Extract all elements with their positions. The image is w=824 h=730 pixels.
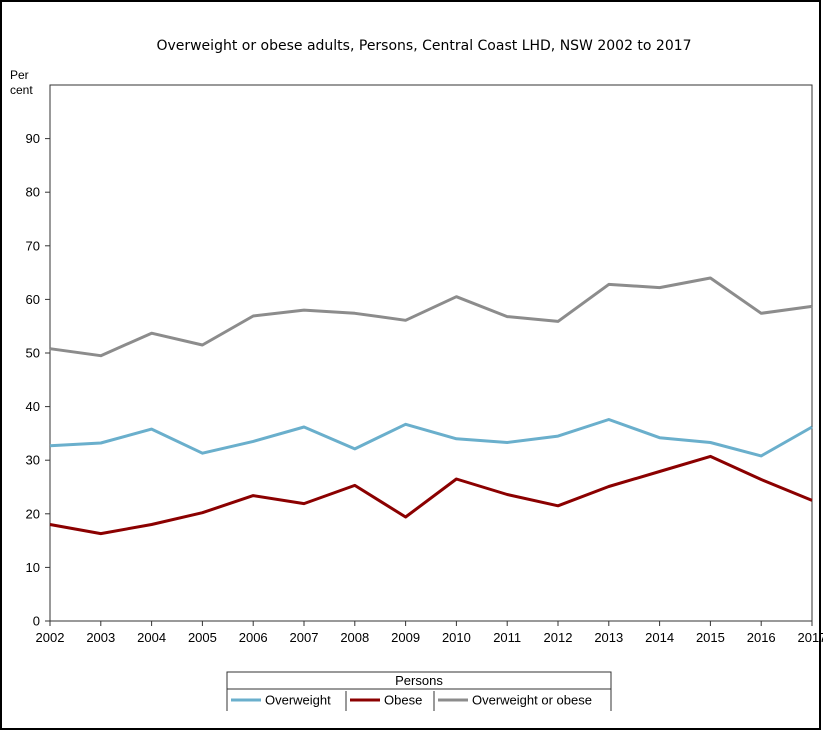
legend-items: Overweight Obese Overweight or obese xyxy=(231,691,592,711)
y-axis: 0 10 20 30 40 50 60 70 80 90 xyxy=(26,131,50,629)
plot-area xyxy=(49,84,813,622)
y-axis-unit-label-line-1: Per xyxy=(10,68,29,82)
y-tick-label: 60 xyxy=(26,292,40,307)
x-tick-label: 2002 xyxy=(36,630,65,645)
y-axis-unit-label-line-2: cent xyxy=(10,83,33,97)
x-tick-label: 2011 xyxy=(493,630,521,645)
x-tick-label: 2003 xyxy=(86,630,115,645)
y-tick-label: 70 xyxy=(26,238,40,253)
x-tick-label: 2010 xyxy=(442,630,471,645)
y-tick-label: 20 xyxy=(26,506,40,521)
x-tick-label: 2013 xyxy=(594,630,623,645)
y-tick-label: 10 xyxy=(26,560,40,575)
legend-label: Overweight xyxy=(265,693,331,708)
x-tick-label: 2007 xyxy=(290,630,319,645)
x-tick-label: 2012 xyxy=(544,630,573,645)
x-tick-label: 2006 xyxy=(239,630,268,645)
y-tick-label: 50 xyxy=(26,346,40,361)
y-tick-label: 0 xyxy=(33,614,40,629)
x-tick-label: 2005 xyxy=(188,630,217,645)
series-line-overweight-or-obese xyxy=(49,276,813,358)
x-axis: 2002 2003 2004 2005 2006 2007 2008 2009 2010 2011… xyxy=(36,621,823,645)
legend: Persons Overweight Obese Overweight or obe… xyxy=(226,671,612,711)
x-tick-label: 2016 xyxy=(747,630,776,645)
legend-box xyxy=(226,671,612,711)
x-tick-label: 2004 xyxy=(137,630,166,645)
y-tick-label: 40 xyxy=(26,399,40,414)
x-tick-label: 2008 xyxy=(340,630,369,645)
x-tick-label: 2009 xyxy=(391,630,420,645)
legend-label: Overweight or obese xyxy=(472,693,592,708)
y-tick-label: 90 xyxy=(26,131,40,146)
chart-title: Overweight or obese adults, Persons, Cen… xyxy=(156,38,691,54)
legend-title: Persons xyxy=(395,673,443,688)
y-tick-label: 80 xyxy=(26,185,40,200)
x-tick-label: 2014 xyxy=(645,630,674,645)
y-tick-label: 30 xyxy=(26,453,40,468)
series-lines xyxy=(49,276,813,536)
x-tick-label: 2017 xyxy=(798,630,823,645)
legend-label: Obese xyxy=(384,693,422,708)
series-line-obese xyxy=(49,454,813,536)
series-line-overweight xyxy=(49,418,813,458)
x-tick-label: 2015 xyxy=(696,630,725,645)
line-chart: Overweight or obese adults, Persons, Cen… xyxy=(10,38,823,711)
